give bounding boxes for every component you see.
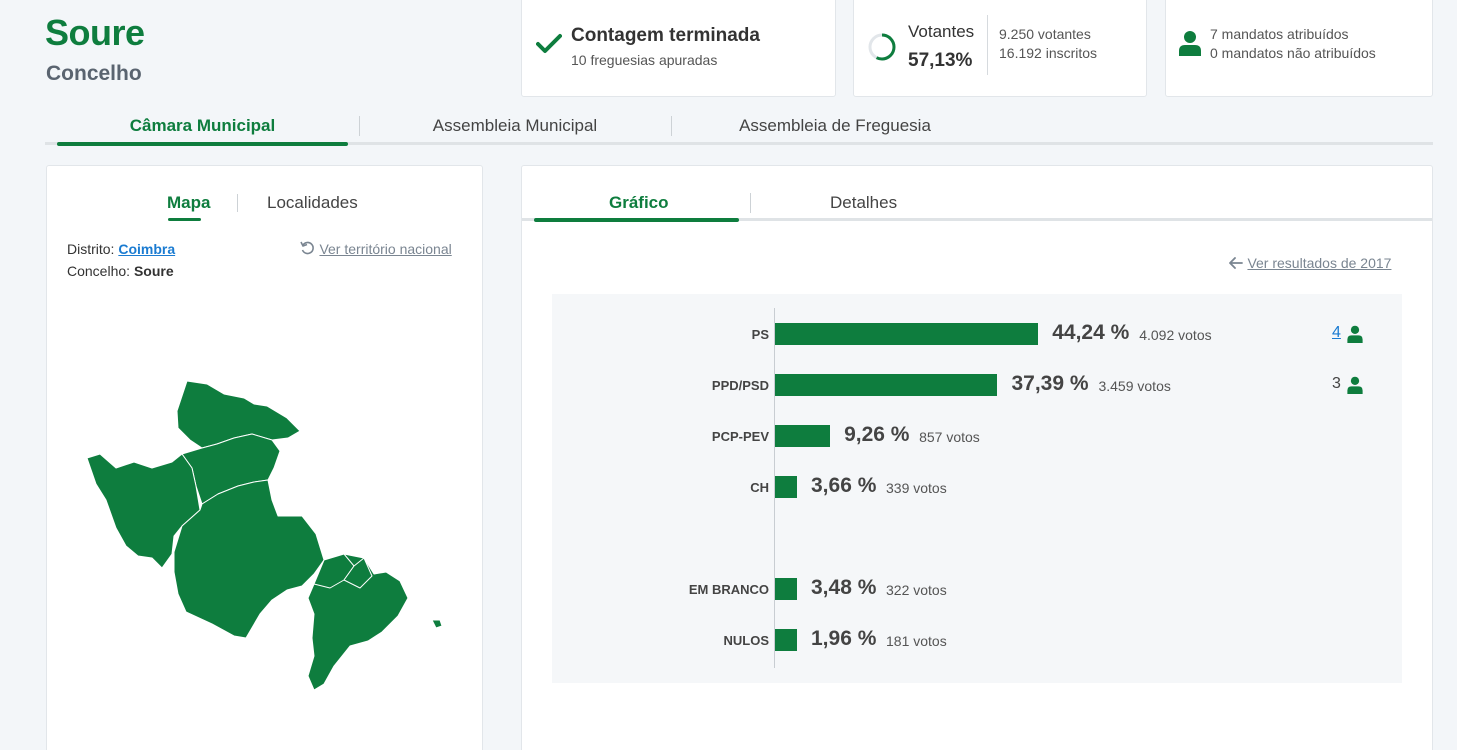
- turnout-label: Votantes: [908, 22, 975, 41]
- tab-detalhes[interactable]: Detalhes: [830, 193, 898, 212]
- percent-label: 1,96 %: [811, 627, 877, 650]
- voters-count: 9.250 votantes: [999, 26, 1091, 42]
- municipality-value: Soure: [133, 263, 174, 279]
- votes-label: 322 votos: [886, 582, 947, 598]
- percent-label: 3,66 %: [811, 474, 877, 497]
- national-territory-link[interactable]: Ver território nacional: [300, 241, 452, 261]
- person-icon: [1179, 30, 1201, 56]
- turnout-card: Votantes 57,13% 9.250 votantes 16.192 in…: [853, 0, 1147, 97]
- votes-label: 181 votos: [886, 633, 947, 649]
- party-label: PS: [751, 327, 769, 342]
- turnout-value: 57,13%: [908, 50, 973, 71]
- active-subtab-indicator: [168, 218, 201, 221]
- seats-assigned: 7 mandatos atribuídos: [1210, 26, 1349, 42]
- count-status-title: Contagem terminada: [571, 25, 760, 46]
- person-icon: [1347, 376, 1363, 399]
- tab-camara-municipal[interactable]: Câmara Municipal: [129, 116, 276, 135]
- seats-count[interactable]: 4: [1332, 324, 1341, 341]
- active-tab-indicator: [57, 142, 348, 146]
- map-parish: [176, 380, 301, 449]
- municipality-line: Concelho: Soure: [67, 263, 174, 279]
- percent-label: 3,48 %: [811, 576, 877, 599]
- votes-label: 4.092 votos: [1139, 327, 1212, 343]
- votes-label: 339 votos: [886, 480, 947, 496]
- party-label: EM BRANCO: [688, 582, 769, 597]
- map-parish: [431, 619, 443, 629]
- seats-count: 3: [1332, 375, 1341, 392]
- tab-assembleia-municipal[interactable]: Assembleia Municipal: [432, 116, 598, 135]
- arrow-left-icon: [1229, 256, 1243, 274]
- result-bar: [775, 374, 998, 396]
- tab-grafico[interactable]: Gráfico: [609, 193, 669, 212]
- person-icon: [1347, 325, 1363, 348]
- percent-label: 9,26 %: [844, 423, 910, 446]
- map-parish: [343, 557, 373, 589]
- tab-separator: [671, 116, 672, 136]
- map-parish: [307, 553, 409, 691]
- percent-label: 37,39 %: [1011, 372, 1089, 395]
- map-panel: Mapa Localidades Distrito: Coimbra Conce…: [46, 165, 483, 750]
- main-tabs: Câmara Municipal Assembleia Municipal As…: [45, 108, 1433, 146]
- party-label: NULOS: [723, 633, 770, 648]
- seats-unassigned: 0 mandatos não atribuídos: [1210, 45, 1376, 61]
- card-divider: [987, 15, 988, 75]
- tab-separator: [237, 194, 238, 212]
- count-status-card: Contagem terminada 10 freguesias apurada…: [521, 0, 836, 97]
- municipality-map[interactable]: [82, 376, 452, 696]
- map-parish: [181, 433, 281, 505]
- district-label: Distrito:: [67, 241, 115, 257]
- page-subtitle: Concelho: [46, 62, 142, 85]
- votes-label: 3.459 votos: [1098, 378, 1171, 394]
- tab-assembleia-freguesia[interactable]: Assembleia de Freguesia: [739, 116, 931, 135]
- turnout-progress-icon: [867, 32, 897, 62]
- map-parish: [173, 479, 325, 639]
- tab-mapa[interactable]: Mapa: [167, 193, 211, 212]
- chart-axis: [774, 308, 775, 668]
- check-icon: [536, 33, 562, 55]
- previous-results-link[interactable]: Ver resultados de 2017: [1229, 255, 1391, 274]
- registered-count: 16.192 inscritos: [999, 45, 1098, 61]
- tab-separator: [750, 193, 751, 213]
- tab-separator: [359, 116, 360, 136]
- party-label: PCP-PEV: [711, 429, 769, 444]
- tab-localidades[interactable]: Localidades: [267, 193, 358, 212]
- national-territory-label: Ver território nacional: [319, 241, 452, 257]
- previous-results-label: Ver resultados de 2017: [1247, 255, 1392, 271]
- active-subtab-indicator: [534, 218, 739, 222]
- result-bar: [775, 425, 831, 447]
- main-tabs-baseline: [45, 142, 1433, 145]
- result-bar: [775, 476, 797, 498]
- seats-card: 7 mandatos atribuídos 0 mandatos não atr…: [1165, 0, 1433, 97]
- page-title: Soure: [45, 12, 145, 53]
- subtabs-baseline: [522, 218, 1432, 221]
- district-link[interactable]: Coimbra: [118, 241, 176, 257]
- percent-label: 44,24 %: [1052, 321, 1130, 344]
- undo-icon: [300, 241, 315, 261]
- votes-label: 857 votos: [919, 429, 980, 445]
- result-bar: [775, 578, 797, 600]
- party-label: PPD/PSD: [711, 378, 769, 393]
- results-chart: PS 44,24 % 4.092 votos 4 PPD/PSD 37,39 % 3.459…: [552, 294, 1402, 683]
- count-status-detail: 10 freguesias apuradas: [571, 52, 718, 68]
- results-panel: Gráfico Detalhes Ver resultados de 2017 …: [521, 165, 1433, 750]
- municipality-label: Concelho:: [67, 263, 131, 279]
- result-bar: [775, 629, 797, 651]
- district-line: Distrito: Coimbra: [67, 241, 175, 257]
- result-bar: [775, 323, 1039, 345]
- party-label: CH: [750, 480, 769, 495]
